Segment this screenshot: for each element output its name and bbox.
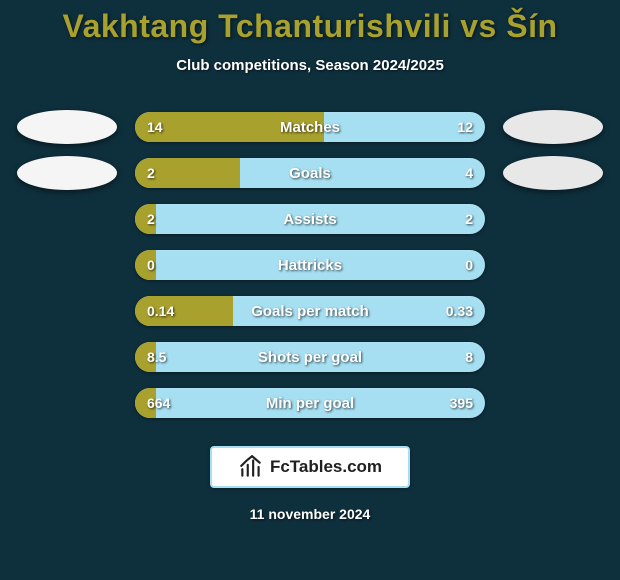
player-left-avatar	[17, 156, 117, 190]
stat-value-right: 4	[465, 158, 473, 188]
stat-label: Min per goal	[135, 388, 485, 418]
stat-row: 664Min per goal395	[0, 380, 620, 426]
avatar-spacer	[503, 386, 603, 420]
stat-value-left: 14	[147, 112, 163, 142]
stat-row: 0.14Goals per match0.33	[0, 288, 620, 334]
stat-row: 2Goals4	[0, 150, 620, 196]
stat-bar: 2Goals4	[135, 158, 485, 188]
page-title: Vakhtang Tchanturishvili vs Šín	[0, 8, 620, 45]
stat-bar: 0.14Goals per match0.33	[135, 296, 485, 326]
stat-value-right: 0.33	[446, 296, 473, 326]
stat-value-left: 8.5	[147, 342, 166, 372]
stat-label: Hattricks	[135, 250, 485, 280]
stat-value-right: 8	[465, 342, 473, 372]
avatar-spacer	[503, 294, 603, 328]
footer-logo-text: FcTables.com	[270, 457, 382, 477]
stat-value-left: 0	[147, 250, 155, 280]
stat-row: 14Matches12	[0, 104, 620, 150]
chart-icon	[238, 454, 264, 480]
stat-bar: 2Assists2	[135, 204, 485, 234]
stat-rows: 14Matches122Goals42Assists20Hattricks00.…	[0, 104, 620, 426]
avatar-spacer	[17, 386, 117, 420]
player-right-avatar	[503, 110, 603, 144]
stat-label: Assists	[135, 204, 485, 234]
avatar-spacer	[17, 202, 117, 236]
footer-date: 11 november 2024	[0, 506, 620, 522]
stat-label: Shots per goal	[135, 342, 485, 372]
stat-value-right: 395	[450, 388, 473, 418]
comparison-card: Vakhtang Tchanturishvili vs Šín Club com…	[0, 0, 620, 580]
stat-bar: 0Hattricks0	[135, 250, 485, 280]
stat-row: 8.5Shots per goal8	[0, 334, 620, 380]
stat-row: 2Assists2	[0, 196, 620, 242]
avatar-spacer	[17, 248, 117, 282]
stat-bar: 664Min per goal395	[135, 388, 485, 418]
stat-value-left: 0.14	[147, 296, 174, 326]
player-right-avatar	[503, 156, 603, 190]
avatar-spacer	[503, 202, 603, 236]
stat-value-right: 12	[457, 112, 473, 142]
stat-value-right: 0	[465, 250, 473, 280]
subtitle: Club competitions, Season 2024/2025	[0, 57, 620, 74]
stat-value-right: 2	[465, 204, 473, 234]
player-left-avatar	[17, 110, 117, 144]
stat-value-left: 2	[147, 204, 155, 234]
footer-logo: FcTables.com	[210, 446, 410, 488]
stat-bar: 14Matches12	[135, 112, 485, 142]
stat-bar-left-fill	[135, 112, 324, 142]
avatar-spacer	[503, 340, 603, 374]
stat-value-left: 2	[147, 158, 155, 188]
avatar-spacer	[17, 294, 117, 328]
stat-bar: 8.5Shots per goal8	[135, 342, 485, 372]
avatar-spacer	[17, 340, 117, 374]
avatar-spacer	[503, 248, 603, 282]
stat-value-left: 664	[147, 388, 170, 418]
stat-row: 0Hattricks0	[0, 242, 620, 288]
